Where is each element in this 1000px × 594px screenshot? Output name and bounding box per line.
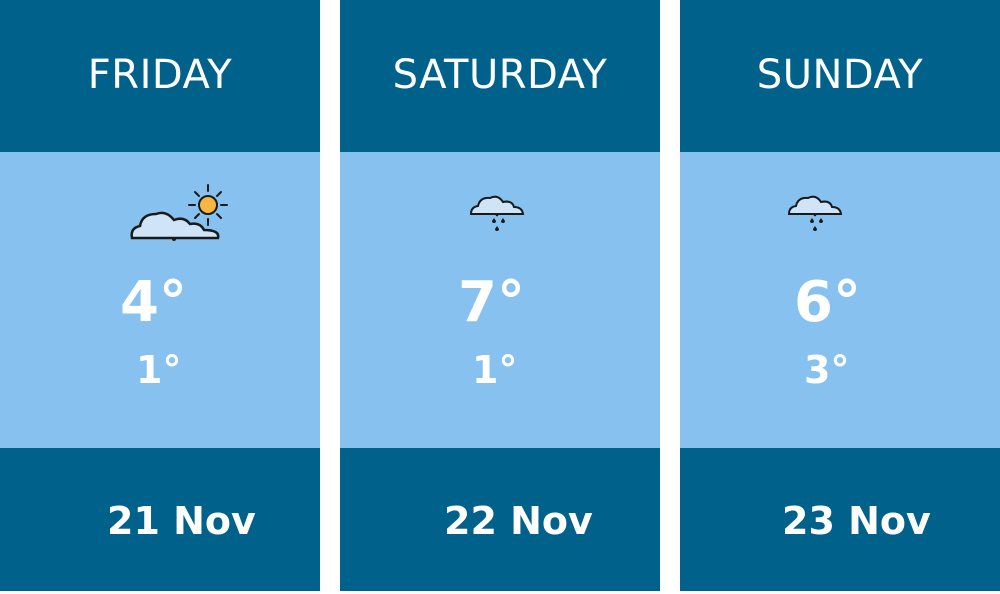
day-card-saturday: SATURDAY 7° 1° 22 Nov bbox=[340, 0, 660, 591]
date: 21 Nov bbox=[0, 448, 320, 591]
rain-cloud-icon bbox=[469, 195, 525, 231]
low-temperature: 3° bbox=[804, 348, 850, 392]
date: 23 Nov bbox=[680, 448, 1000, 591]
date: 22 Nov bbox=[340, 448, 660, 591]
day-card-friday: FRIDAY 4° 1° 21 Nov bbox=[0, 0, 320, 591]
day-name: SATURDAY bbox=[340, 0, 660, 152]
day-name: SUNDAY bbox=[680, 0, 1000, 152]
high-temperature: 6° bbox=[794, 270, 861, 335]
day-name: FRIDAY bbox=[0, 0, 320, 152]
low-temperature: 1° bbox=[136, 348, 182, 392]
low-temperature: 1° bbox=[472, 348, 518, 392]
high-temperature: 4° bbox=[120, 270, 187, 335]
forecast-panel: 7° 1° bbox=[340, 152, 660, 448]
high-temperature: 7° bbox=[458, 270, 525, 335]
forecast-panel: 4° 1° bbox=[0, 152, 320, 448]
day-card-sunday: SUNDAY 6° 3° 23 Nov bbox=[680, 0, 1000, 591]
partly-cloudy-sun-icon bbox=[130, 184, 228, 241]
rain-cloud-icon bbox=[787, 195, 843, 231]
forecast-panel: 6° 3° bbox=[680, 152, 1000, 448]
